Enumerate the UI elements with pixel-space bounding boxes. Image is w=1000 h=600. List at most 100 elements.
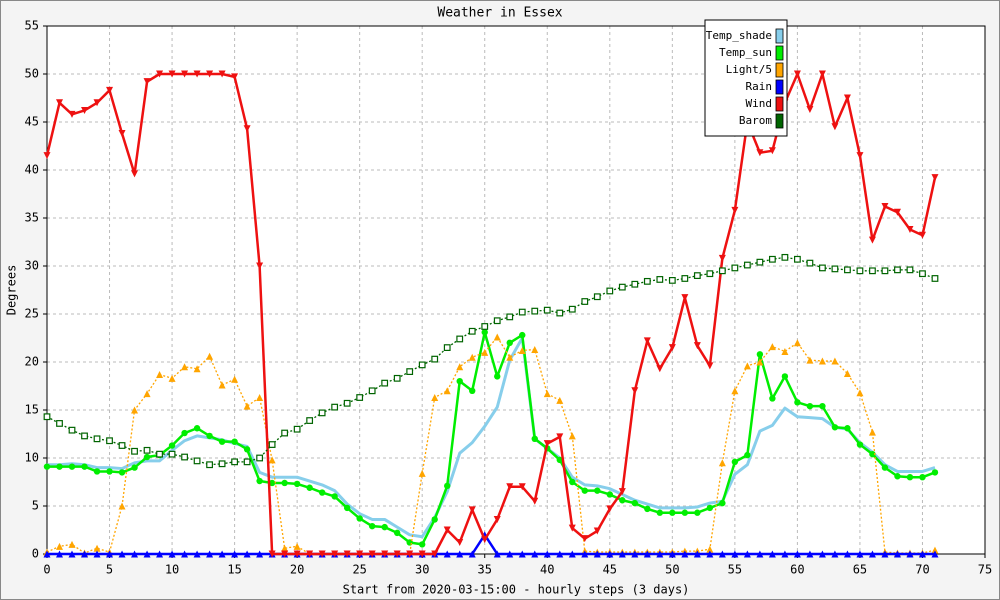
marker [81,463,88,470]
legend-swatch [775,45,784,61]
marker [681,275,689,282]
marker [731,206,739,214]
marker [81,432,88,440]
y-tick-label: 55 [25,19,39,33]
x-tick-label: 0 [43,563,50,577]
legend-label: Temp_shade [706,29,772,42]
marker [256,262,264,270]
marker [418,469,426,477]
marker [193,457,201,465]
marker [769,395,776,402]
marker [381,523,388,531]
marker [881,267,889,275]
marker [206,70,214,78]
legend-label: Barom [739,114,772,127]
marker [131,550,139,558]
marker [743,362,751,370]
marker [181,70,189,78]
marker [443,526,451,534]
marker [243,125,251,133]
y-tick-label: 40 [25,163,39,177]
marker [143,446,151,454]
marker [368,550,376,558]
marker [756,550,764,558]
marker [318,489,326,496]
marker [869,450,876,458]
marker [381,379,389,387]
marker [706,270,714,278]
marker [481,329,488,336]
marker [218,70,226,78]
marker [43,463,51,470]
y-tick-label: 10 [25,451,39,465]
marker [756,351,764,358]
marker [856,389,864,397]
marker [68,110,76,118]
y-tick-label: 50 [25,67,39,81]
marker [494,373,501,380]
marker [268,479,276,487]
marker [331,493,338,500]
marker [218,381,226,389]
marker [793,255,801,263]
marker [581,298,589,305]
marker [406,550,414,558]
marker [206,352,214,360]
legend-swatch [775,28,784,44]
x-tick-label: 5 [106,563,113,577]
marker [844,266,851,274]
marker [343,550,351,558]
marker [418,361,426,369]
marker [931,469,939,476]
marker [706,545,714,553]
marker [818,550,826,558]
marker [131,464,138,471]
marker [831,357,839,365]
marker [819,264,826,272]
marker [443,550,451,558]
marker [918,231,926,239]
marker [468,353,476,361]
marker [431,355,439,363]
y-tick-label: 35 [25,211,39,225]
marker [781,253,789,261]
marker [343,399,351,407]
series-line [47,533,935,556]
marker [331,550,339,558]
marker [718,254,726,262]
marker [893,550,901,558]
marker [668,550,676,558]
marker [569,478,576,486]
marker [744,451,751,459]
marker [618,283,626,291]
marker [643,337,651,345]
marker [56,99,64,107]
marker [493,550,501,558]
marker [619,497,626,504]
marker [293,425,301,433]
y-tick-label: 25 [25,307,39,321]
marker [318,550,326,558]
marker [731,264,739,272]
marker [894,473,901,480]
marker [618,488,626,496]
x-tick-label: 65 [853,563,867,577]
marker [181,363,189,371]
marker [768,343,776,351]
marker [206,550,214,558]
marker [331,403,339,411]
marker [631,387,639,395]
marker [656,550,664,558]
legend-label: Rain [746,80,773,93]
marker [731,550,739,558]
marker [818,70,826,78]
marker [93,550,101,558]
marker [681,294,689,302]
marker [831,424,839,431]
legend-swatch [775,79,784,95]
x-tick-label: 45 [603,563,617,577]
marker [156,450,163,458]
marker [268,441,276,448]
marker [568,432,576,440]
marker [81,550,89,558]
